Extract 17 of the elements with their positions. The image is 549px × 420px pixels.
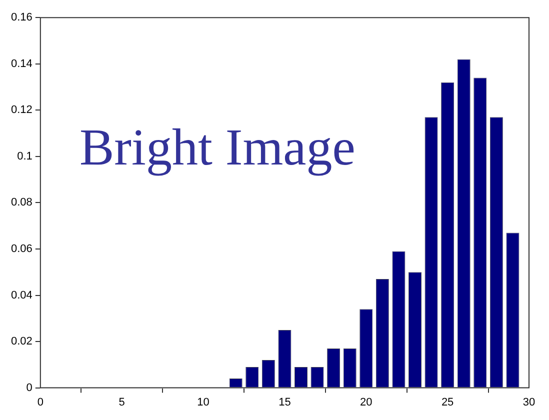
y-tick-label: 0.12 [10, 104, 32, 116]
x-tick-label: 30 [522, 396, 536, 408]
x-tick-label: 10 [197, 396, 210, 408]
y-tick-label: 0.16 [10, 12, 32, 24]
x-tick-label: 15 [278, 396, 291, 408]
y-tick-label: 0.08 [10, 196, 32, 209]
x-tick-label: 5 [118, 396, 125, 408]
y-tick-label: 0 [26, 382, 32, 394]
x-tick-label: 25 [441, 396, 454, 408]
y-tick-label: 0.02 [10, 336, 32, 348]
x-tick-label: 20 [360, 396, 372, 408]
y-tick-label: 0.1 [17, 150, 32, 162]
y-tick-label: 0.14 [10, 58, 32, 70]
annotation: Bright Image [79, 120, 356, 177]
y-tick-label: 0.06 [10, 243, 32, 256]
x-tick-label: 0 [37, 396, 44, 408]
y-tick-label: 0.04 [10, 289, 32, 302]
